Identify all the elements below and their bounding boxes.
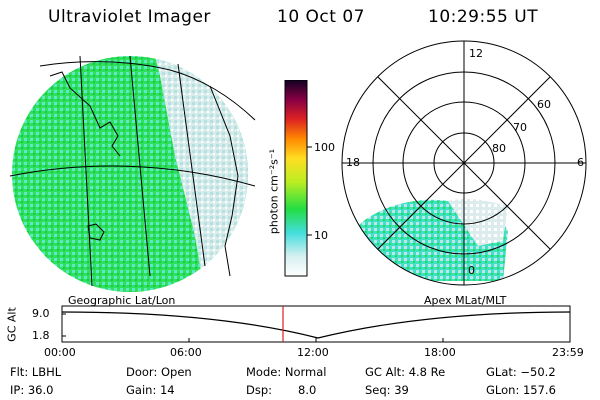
geographic-image [9, 55, 256, 292]
xtick-2359: 23:59 [552, 346, 584, 359]
status-gc-alt: GC Alt: 4.8 Re [365, 365, 446, 379]
time-label: 10:29:55 UT [428, 7, 539, 27]
ytick-9: 9.0 [32, 307, 50, 320]
status-seq: Seq: 39 [365, 383, 409, 397]
apex-label: Apex MLat/MLT [424, 294, 507, 307]
colorbar [284, 80, 312, 277]
status-dsp-value: 8.0 [298, 383, 317, 397]
mlt-label-6: 6 [577, 156, 584, 169]
geographic-label: Geographic Lat/Lon [68, 294, 176, 307]
mlat-label-70: 70 [513, 121, 527, 134]
xtick-1200: 12:00 [297, 346, 329, 359]
mlat-label-80: 80 [492, 142, 506, 155]
xtick-1800: 18:00 [424, 346, 456, 359]
colorbar-unit-label: photon cm⁻²s⁻¹ [267, 148, 281, 235]
mlt-label-12: 12 [469, 47, 483, 60]
status-glat: GLat: −50.2 [486, 365, 556, 379]
status-glon: GLon: 157.6 [486, 383, 556, 397]
ytick-1.8: 1.8 [32, 329, 50, 342]
mlt-label-0: 0 [468, 264, 475, 277]
colorbar-tick-10: 10 [314, 229, 328, 242]
status-mode: Mode: Normal [246, 365, 327, 379]
xtick-0000: 00:00 [44, 346, 76, 359]
status-flt: Flt: LBHL [10, 365, 62, 379]
colorbar-tick-100: 100 [314, 141, 335, 154]
altitude-plot [61, 305, 571, 343]
status-dsp-label: Dsp: [246, 383, 273, 397]
polar-plot [341, 40, 587, 286]
status-ip: IP: 36.0 [10, 383, 54, 397]
xtick-0600: 06:00 [170, 346, 202, 359]
status-gain: Gain: 14 [126, 383, 175, 397]
instrument-title: Ultraviolet Imager [48, 7, 211, 27]
gc-alt-axis-label: GC Alt [5, 307, 19, 342]
date-label: 10 Oct 07 [277, 7, 365, 27]
mlt-label-18: 18 [346, 156, 360, 169]
status-door: Door: Open [126, 365, 192, 379]
mlat-label-60: 60 [537, 98, 551, 111]
